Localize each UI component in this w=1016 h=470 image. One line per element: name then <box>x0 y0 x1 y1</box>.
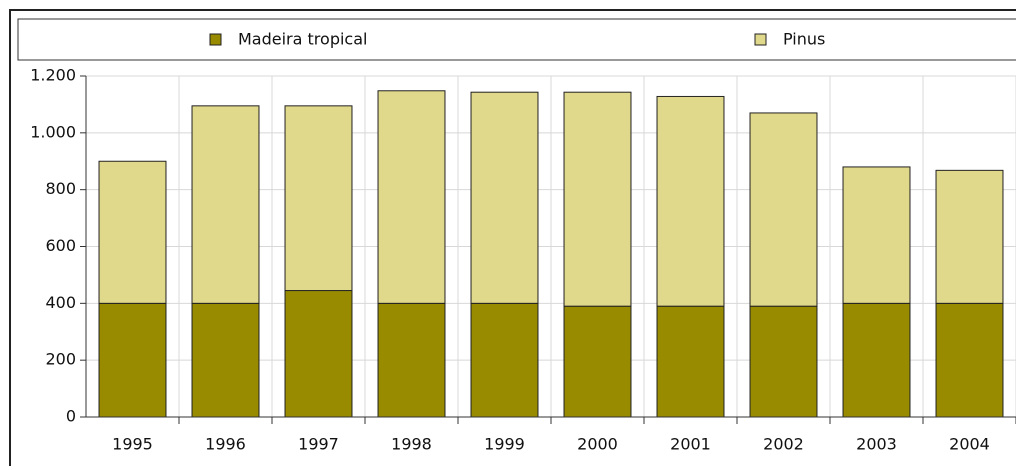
y-tick-label: 800 <box>45 179 76 198</box>
y-tick-label: 1.000 <box>30 122 76 141</box>
y-tick-label: 200 <box>45 350 76 369</box>
y-tick-label: 1.200 <box>30 66 76 85</box>
bar <box>191 105 260 304</box>
bar <box>98 160 167 304</box>
x-tick-label: 2003 <box>856 435 897 454</box>
bar <box>842 302 911 418</box>
legend-marker <box>209 33 222 46</box>
bar <box>563 305 632 418</box>
bar <box>842 166 911 304</box>
bar <box>749 112 818 307</box>
bar <box>935 302 1004 418</box>
bar <box>563 91 632 307</box>
x-tick-label: 1999 <box>484 435 525 454</box>
x-tick-label: 2000 <box>577 435 618 454</box>
legend-box <box>17 18 1016 61</box>
y-tick-label: 0 <box>66 407 76 426</box>
bar <box>470 91 539 304</box>
x-tick-label: 1995 <box>112 435 153 454</box>
bar <box>284 290 353 418</box>
x-tick-label: 2002 <box>763 435 804 454</box>
legend-marker <box>754 33 767 46</box>
bar <box>377 90 446 304</box>
x-tick-label: 1996 <box>205 435 246 454</box>
bar <box>656 305 725 418</box>
legend-label: Pinus <box>783 30 825 49</box>
y-tick-label: 400 <box>45 293 76 312</box>
bar <box>935 169 1004 304</box>
bar <box>377 302 446 418</box>
y-tick-label: 600 <box>45 236 76 255</box>
x-tick-label: 1997 <box>298 435 339 454</box>
bar <box>656 95 725 307</box>
frame <box>9 9 1016 470</box>
bar <box>284 105 353 292</box>
bar <box>749 305 818 418</box>
x-tick-label: 2004 <box>949 435 990 454</box>
x-tick-label: 1998 <box>391 435 432 454</box>
legend-label: Madeira tropical <box>238 30 367 49</box>
bar <box>98 302 167 418</box>
bar <box>191 302 260 418</box>
bar <box>470 302 539 418</box>
x-tick-label: 2001 <box>670 435 711 454</box>
